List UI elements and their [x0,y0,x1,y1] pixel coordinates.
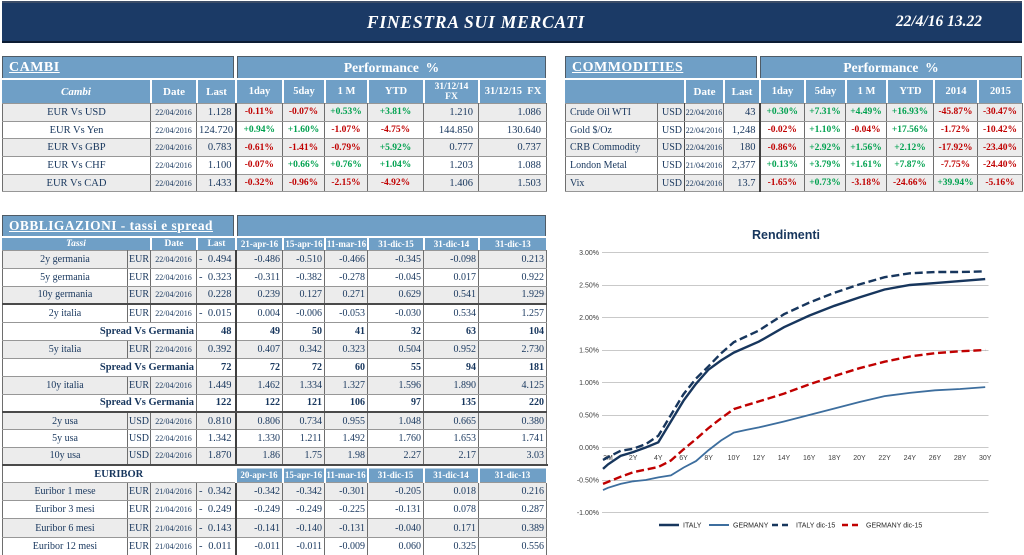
svg-text:24Y: 24Y [904,455,917,462]
svg-text:16Y: 16Y [803,455,816,462]
svg-text:1.00%: 1.00% [579,380,599,387]
svg-text:12Y: 12Y [753,455,766,462]
svg-text:2.50%: 2.50% [579,283,599,290]
svg-text:14Y: 14Y [778,455,791,462]
svg-text:ITALY dic-15: ITALY dic-15 [796,523,835,530]
svg-text:10Y: 10Y [728,455,741,462]
svg-text:GERMANY dic-15: GERMANY dic-15 [866,523,922,530]
svg-text:-0.50%: -0.50% [577,478,599,485]
svg-text:6Y: 6Y [679,455,688,462]
svg-text:Rendimenti: Rendimenti [752,228,820,242]
svg-text:0.50%: 0.50% [579,413,599,420]
svg-text:0.00%: 0.00% [579,445,599,452]
svg-text:4Y: 4Y [654,455,663,462]
svg-text:30Y: 30Y [979,455,992,462]
svg-text:22Y: 22Y [878,455,891,462]
svg-text:3.00%: 3.00% [579,250,599,257]
svg-text:2.00%: 2.00% [579,315,599,322]
svg-text:8Y: 8Y [704,455,713,462]
svg-text:GERMANY: GERMANY [733,523,769,530]
svg-text:26Y: 26Y [929,455,942,462]
svg-text:ITALY: ITALY [683,523,702,530]
svg-text:28Y: 28Y [954,455,967,462]
svg-text:20Y: 20Y [853,455,866,462]
svg-text:18Y: 18Y [828,455,841,462]
svg-text:-1.00%: -1.00% [577,510,599,517]
svg-text:1.50%: 1.50% [579,348,599,355]
svg-text:2Y: 2Y [629,455,638,462]
